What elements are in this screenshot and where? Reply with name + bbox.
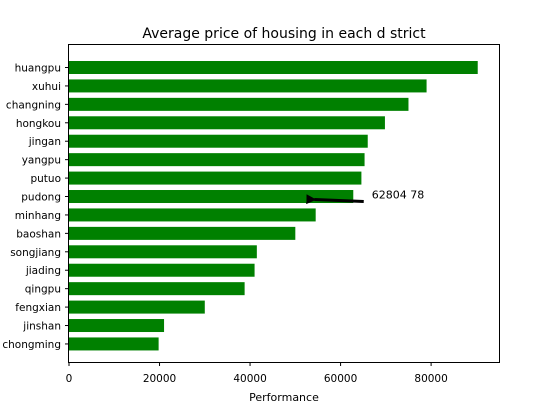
y-tick-label: huangpu (15, 63, 61, 75)
y-tick-label: jiading (25, 265, 61, 277)
chart-title: Average price of housing in each d stric… (142, 26, 426, 42)
bar-minhang (69, 208, 316, 222)
y-tick-label: songjiang (10, 247, 61, 259)
bar-songjiang (69, 245, 257, 259)
annotation-arrow (306, 194, 364, 205)
bar-changning (69, 97, 409, 111)
x-tick-label: 0 (66, 373, 73, 385)
x-tick-label: 40000 (233, 373, 266, 385)
bar-huangpu (69, 61, 478, 74)
bar-baoshan (69, 226, 296, 240)
bar-pudong (69, 190, 354, 204)
bar-jinshan (69, 319, 165, 333)
bar-qingpu (69, 282, 245, 296)
bar-putuo (69, 171, 362, 185)
x-tick-label: 80000 (414, 373, 447, 385)
y-tick-label: chongming (2, 339, 61, 351)
y-tick-label: yangpu (22, 155, 61, 167)
y-tick-label: jingan (28, 136, 61, 148)
y-tick-label: minhang (15, 210, 61, 222)
x-tick-label: 60000 (324, 373, 357, 385)
y-tick-label: fengxian (15, 302, 61, 314)
y-tick-label: pudong (21, 192, 61, 204)
y-tick-label: hongkou (16, 118, 61, 130)
x-ticks: 0 20000 40000 60000 80000 (66, 362, 448, 385)
y-tick-labels: huangpu xuhui changning hongkou jingan yangpu… (2, 63, 69, 351)
bar-jiading (69, 263, 255, 277)
bar-fengxian (69, 300, 205, 314)
y-tick-label: jinshan (22, 321, 61, 333)
y-tick-label: baoshan (16, 228, 61, 240)
plot-frame (68, 44, 500, 363)
bar-hongkou (69, 116, 385, 130)
annotation-label: 62804 78 (372, 189, 425, 202)
bar-yangpu (69, 153, 365, 167)
y-tick-label: xuhui (32, 81, 61, 93)
y-tick-label: qingpu (25, 284, 61, 296)
y-tick-label: changning (6, 99, 61, 111)
x-tick-label: 20000 (143, 373, 176, 385)
bars-group (69, 61, 478, 351)
x-axis-label: Performance (249, 391, 319, 404)
bar-chongming (69, 337, 159, 351)
bar-jingan (69, 134, 368, 148)
y-tick-label: putuo (30, 173, 61, 185)
bar-xuhui (69, 79, 427, 93)
